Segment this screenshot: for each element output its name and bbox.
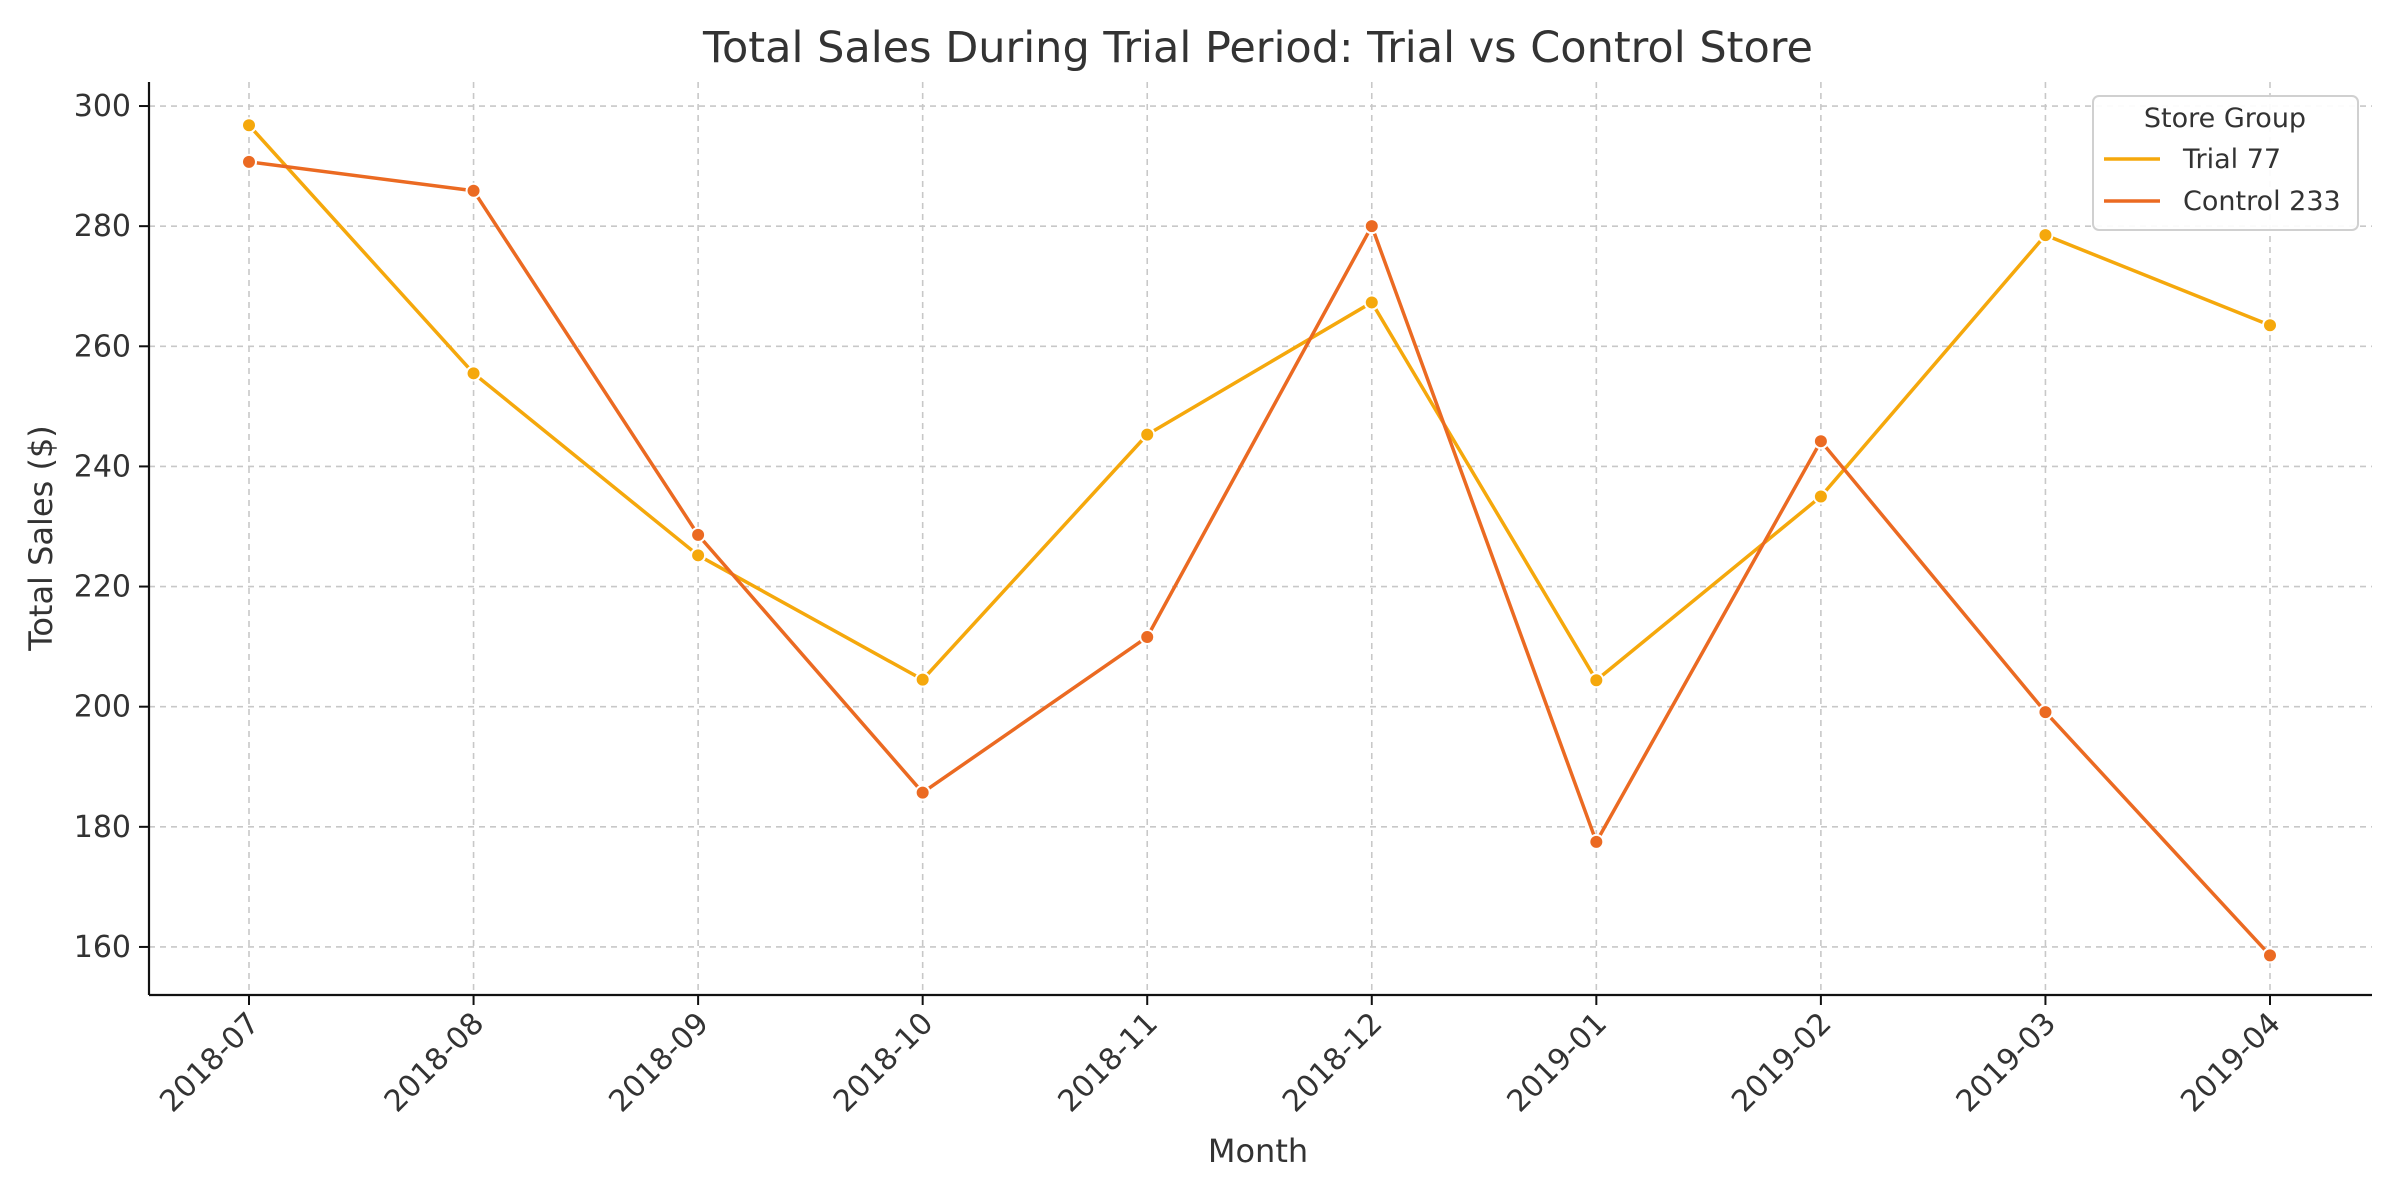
x-tick-label: 2019-03 (1950, 1006, 2063, 1119)
x-tick-label: 2018-08 (378, 1006, 491, 1119)
data-point (1812, 433, 1829, 450)
legend-title: Store Group (2144, 103, 2306, 134)
data-point (1363, 218, 1380, 235)
series-line (247, 160, 2272, 958)
y-axis-ticks: 160 180 200 220 240 260 280 300 (74, 89, 149, 965)
y-tick-label: 160 (74, 930, 131, 965)
grid (149, 82, 2372, 995)
x-tick-label: 2018-10 (827, 1006, 940, 1119)
data-point (2262, 947, 2278, 964)
data-point (2262, 317, 2278, 334)
y-tick-label: 280 (74, 209, 131, 244)
data-point (465, 365, 482, 382)
data-point (914, 671, 931, 688)
y-tick-label: 220 (74, 570, 131, 605)
data-point (914, 784, 931, 801)
series-group (241, 117, 2278, 689)
data-point (1588, 833, 1605, 850)
y-tick-label: 260 (74, 329, 131, 364)
x-tick-label: 2019-02 (1725, 1006, 1838, 1119)
x-tick-label: 2018-07 (153, 1006, 266, 1119)
x-tick-label: 2019-01 (1501, 1006, 1614, 1119)
data-point (2037, 227, 2054, 244)
series-line (247, 123, 2272, 683)
y-axis-label: Total Sales ($) (22, 425, 60, 652)
x-tick-label: 2018-09 (602, 1006, 715, 1119)
x-tick-label: 2019-04 (2174, 1006, 2287, 1119)
data-point (241, 117, 257, 134)
y-tick-label: 180 (74, 810, 131, 845)
series-layer (241, 117, 2278, 964)
data-point (2037, 704, 2054, 721)
data-point (1139, 629, 1156, 646)
data-point (1588, 672, 1605, 689)
data-point (690, 526, 707, 543)
y-tick-label: 240 (74, 449, 131, 484)
x-axis-ticks: 2018-07 2018-08 2018-09 2018-10 2018-11 2018-… (153, 995, 2288, 1119)
legend-box (2092, 95, 2359, 231)
legend: Store Group Trial 77 Control 233 (2092, 95, 2359, 231)
x-axis-label: Month (1208, 1132, 1308, 1170)
legend-label: Trial 77 (2182, 144, 2281, 175)
legend-label: Control 233 (2183, 186, 2341, 217)
x-tick-label: 2018-12 (1276, 1006, 1389, 1119)
x-tick-label: 2018-11 (1051, 1006, 1164, 1119)
y-tick-label: 300 (74, 89, 131, 124)
data-point (1363, 294, 1380, 311)
data-point (690, 547, 707, 564)
data-point (1139, 426, 1156, 443)
legend-items: Trial 77 Control 233 (2104, 144, 2341, 217)
chart-title: Total Sales During Trial Period: Trial v… (702, 23, 1813, 73)
series-group (241, 153, 2278, 964)
data-point (465, 182, 482, 199)
data-point (1812, 488, 1829, 505)
data-point (241, 153, 257, 170)
y-tick-label: 200 (74, 690, 131, 725)
